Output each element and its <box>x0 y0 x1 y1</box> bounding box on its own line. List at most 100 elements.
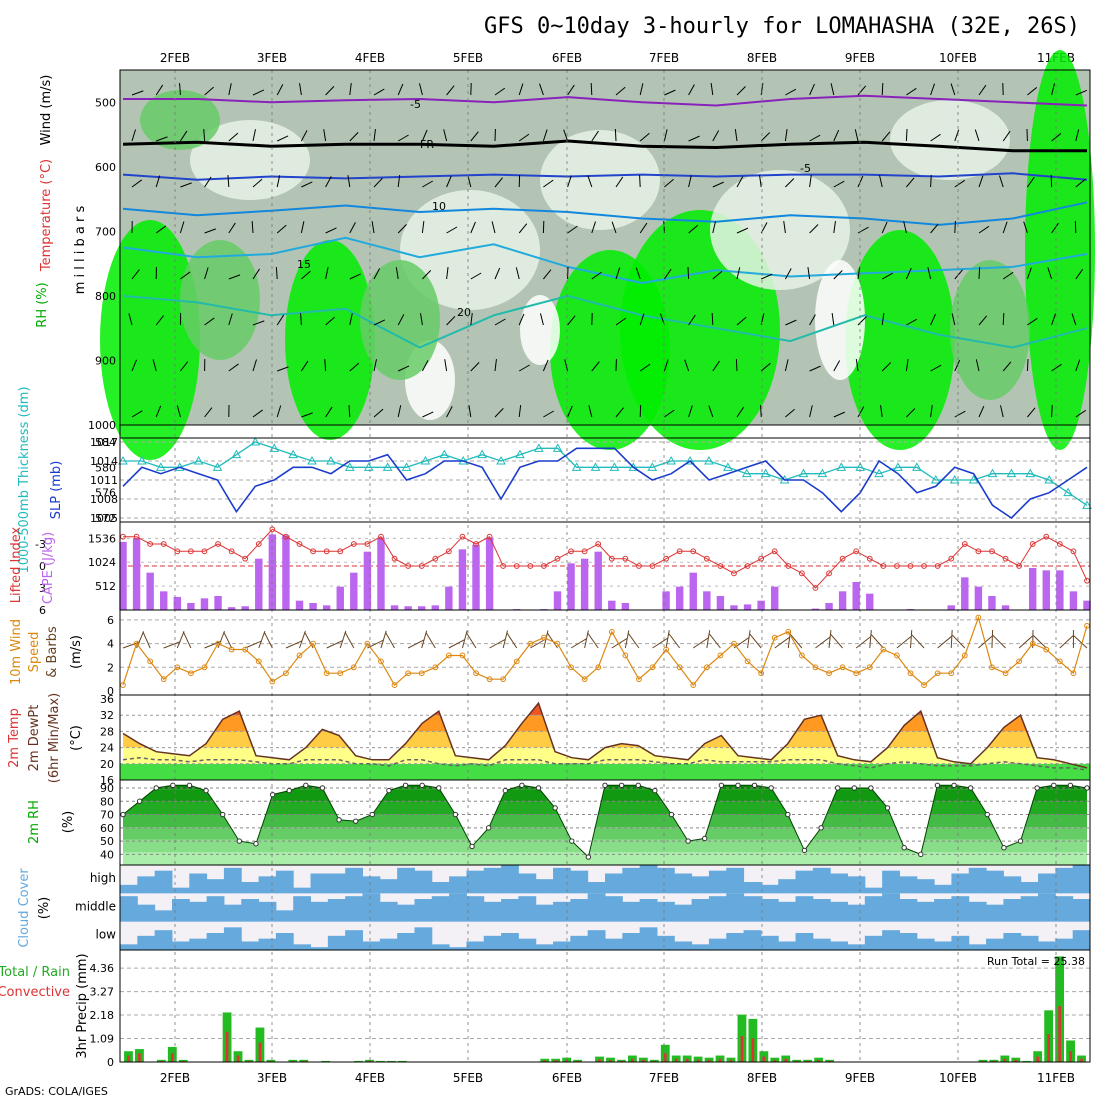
wind-barb <box>712 360 720 372</box>
wind-barb <box>204 86 214 96</box>
wind-barb-10m <box>299 630 306 649</box>
thickness-point <box>193 455 204 465</box>
wind-barb <box>564 359 569 372</box>
precip-conv-bar <box>663 1053 667 1062</box>
precip-conv-bar <box>258 1042 262 1062</box>
rh2m-axis-label: 2m RH <box>27 800 42 844</box>
thickness-point <box>307 455 317 465</box>
cape-bar <box>255 558 263 610</box>
wind-barb-10m <box>870 634 884 649</box>
date-label-top: 2FEB <box>160 51 190 65</box>
date-label-top: 5FEB <box>453 51 483 65</box>
panel-frame <box>119 424 1091 439</box>
wind-barb <box>543 410 555 418</box>
precip-tick: 4.36 <box>90 962 115 975</box>
cloud-high-cell <box>587 882 606 894</box>
cloud-middle-cell <box>1020 896 1039 922</box>
wind-barb <box>446 175 452 188</box>
wind-barb <box>809 134 821 142</box>
cloud-low-cell <box>847 944 866 950</box>
wind-barb <box>999 175 1004 188</box>
wind-barb-10m <box>461 630 468 649</box>
rh-point <box>918 851 924 858</box>
cloud-low-cell <box>120 944 138 950</box>
wind-barb-10m <box>911 634 925 649</box>
wind-barb-10m <box>204 640 222 649</box>
wind-barb <box>446 316 456 326</box>
rh-point <box>801 847 808 854</box>
thickness-point <box>1044 474 1055 484</box>
cloud-middle-cell <box>882 893 900 922</box>
wind-speed-point <box>1056 658 1063 665</box>
wind-barb <box>252 89 265 96</box>
cloud-middle-cell <box>708 896 727 922</box>
wind-barb <box>518 83 524 96</box>
date-label-bottom: 4FEB <box>355 1071 385 1085</box>
cape-axis-label: CAPE (J/kg) <box>41 532 56 604</box>
wind-tick: 4 <box>107 638 114 651</box>
wind-barb <box>978 405 985 418</box>
lifted-index-point <box>473 541 479 547</box>
wind-barb <box>515 267 520 280</box>
thickness-point <box>666 455 677 465</box>
wind-speed-point <box>853 670 860 677</box>
cloud-middle-cell <box>501 899 519 922</box>
thickness-point <box>420 455 431 465</box>
cape-bar <box>988 596 996 610</box>
wind-speed-point <box>283 670 289 677</box>
thickness-point <box>704 455 714 465</box>
cloud-low-cell <box>1020 935 1039 950</box>
wind-speed-point <box>1002 670 1009 677</box>
wind-barb <box>1023 221 1028 234</box>
cloud-low-cell <box>189 938 208 950</box>
panel-lifted-cape: -3 0 3 6 512 1024 1536 <box>35 526 1091 617</box>
wind-barb <box>131 269 140 280</box>
cape-bar <box>336 586 344 610</box>
wind-barb <box>567 225 578 234</box>
wind-speed-point <box>500 676 507 683</box>
cloud-high-cell <box>622 867 641 894</box>
wind-barb <box>397 175 401 188</box>
wind-barb <box>325 267 329 280</box>
wind-barb-10m <box>570 638 587 649</box>
rh-band <box>123 789 1087 802</box>
wind-barb-10m <box>869 630 872 649</box>
wind-barb <box>905 267 912 280</box>
cloud-low-cell <box>605 938 623 950</box>
wind-barb <box>152 359 157 372</box>
wind-barb <box>833 270 843 280</box>
rh-point <box>369 811 376 818</box>
wind-barb <box>299 83 302 96</box>
wind-barb <box>228 83 232 96</box>
wind-barb <box>978 175 984 188</box>
wind-barb <box>518 364 530 372</box>
date-label-bottom: 7FEB <box>649 1071 679 1085</box>
wind-barb <box>736 316 747 326</box>
wind-barb-10m <box>506 632 518 649</box>
cloud-high-cell <box>466 870 485 894</box>
isotherm-line <box>122 172 1088 181</box>
wind-barb <box>131 410 143 418</box>
wind-barb <box>347 175 351 188</box>
cape-bar <box>322 605 331 610</box>
contour-label: -5 <box>410 98 421 111</box>
cloud-middle-cell <box>275 910 294 922</box>
isotherm-line <box>122 236 1088 285</box>
wind-barb <box>760 362 771 372</box>
cloud-low-cell <box>483 935 502 950</box>
wind-speed-point <box>215 640 221 647</box>
lifted-index-point <box>120 533 126 540</box>
cloud-middle-cell <box>726 893 745 922</box>
wind-barb <box>494 177 503 188</box>
wind-barb <box>227 174 230 188</box>
cape-bar <box>119 541 127 610</box>
thickness-point <box>344 462 355 471</box>
precip-conv-bar <box>1069 1051 1072 1062</box>
panel-10m-wind: 0 2 4 6 <box>107 614 1090 698</box>
wind-barb <box>180 182 192 188</box>
wind-barb <box>590 82 593 96</box>
precip-conv-bar <box>236 1055 240 1062</box>
precip-conv-bar <box>652 1060 656 1062</box>
wind-barb-10m <box>1018 635 1033 649</box>
thickness-point <box>741 468 752 478</box>
